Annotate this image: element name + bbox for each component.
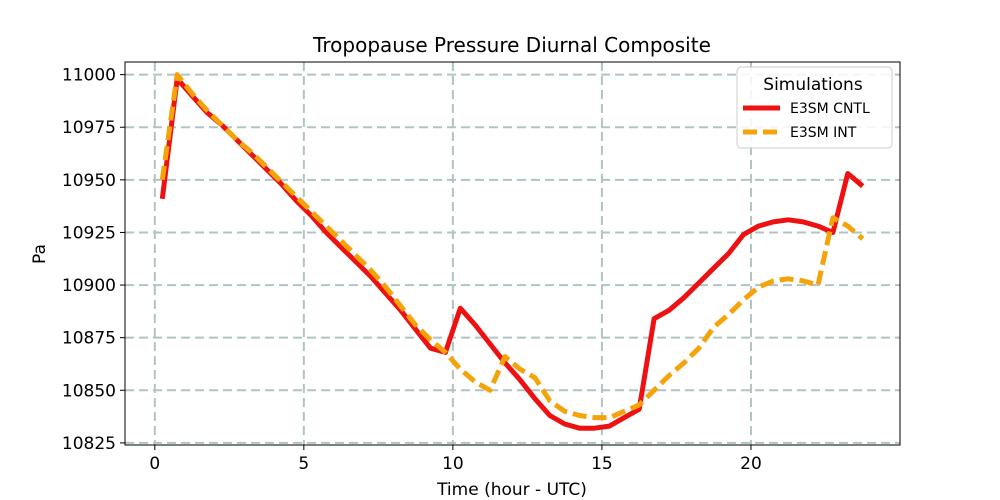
series-line-e3sm-int: [159, 72, 865, 421]
x-tick-label: 0: [149, 454, 160, 474]
x-tick-label: 5: [298, 454, 309, 474]
series-line-e3sm-cntl: [159, 76, 865, 431]
ticks: 0 5 10 15 20 10825 10850 10875 10900 10925 10950 10…: [62, 66, 762, 474]
legend-label-e3sm-cntl: E3SM CNTL: [790, 101, 870, 117]
chart-title: Tropopause Pressure Diurnal Composite: [312, 33, 711, 57]
x-axis-label: Time (hour - UTC): [436, 480, 587, 500]
y-tick-label: 11000: [62, 66, 116, 86]
y-tick-label: 10975: [62, 118, 116, 138]
x-tick-label: 10: [442, 454, 464, 474]
series-group: [159, 72, 865, 431]
x-tick-label: 20: [740, 454, 762, 474]
y-tick-label: 10950: [62, 171, 116, 191]
legend-label-e3sm-int: E3SM INT: [790, 125, 857, 141]
y-tick-label: 10850: [62, 381, 116, 401]
y-axis-label: Pa: [30, 244, 50, 264]
legend: Simulations E3SM CNTL E3SM INT: [736, 66, 893, 149]
y-tick-label: 10900: [62, 276, 116, 296]
legend-title: Simulations: [763, 75, 863, 95]
legend-box: [736, 66, 893, 149]
x-tick-label: 15: [591, 454, 613, 474]
y-tick-label: 10925: [62, 223, 116, 243]
y-tick-label: 10875: [62, 329, 116, 349]
y-tick-label: 10825: [62, 434, 116, 454]
plot-frame: [124, 61, 901, 446]
